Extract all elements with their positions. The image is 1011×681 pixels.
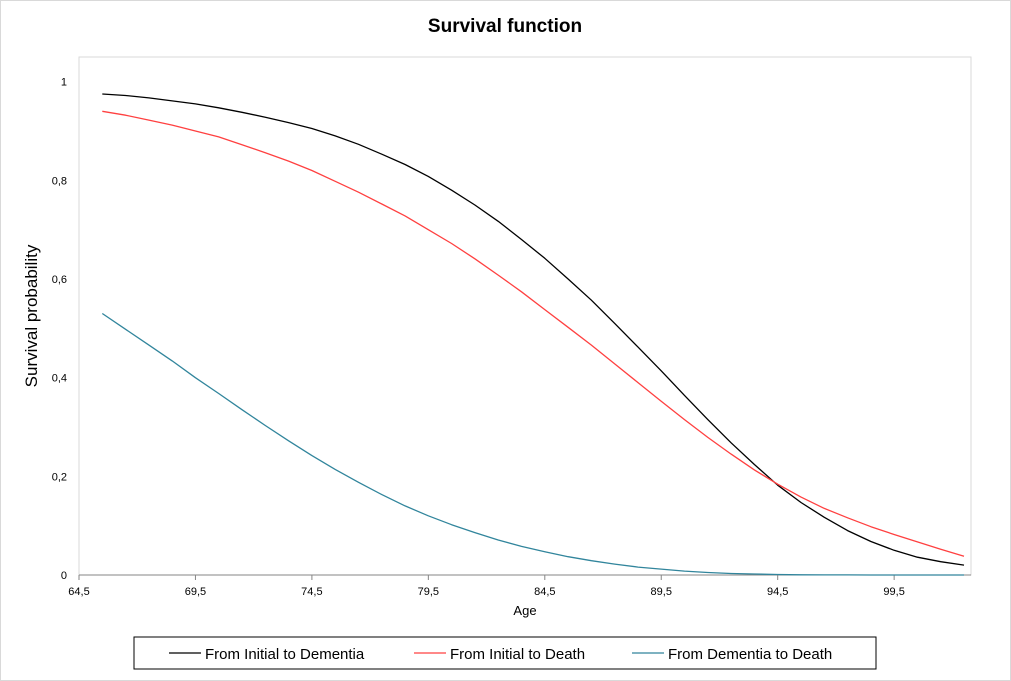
legend: From Initial to Dementia From Initial to … — [169, 646, 832, 663]
x-tick-label: 99,5 — [883, 586, 904, 598]
y-tick-label: 0,2 — [52, 471, 67, 483]
legend-box — [133, 636, 877, 670]
y-tick-label: 1 — [61, 77, 67, 89]
x-tick-label: 94,5 — [767, 586, 788, 598]
y-tick-label: 0,6 — [52, 274, 67, 286]
chart-title: Survival function — [428, 16, 582, 37]
x-tick-label: 89,5 — [651, 586, 672, 598]
plot-area — [78, 56, 972, 576]
x-axis-label: Age — [513, 603, 536, 618]
y-axis-ticks: 0 0,2 0,4 0,6 0,8 1 — [52, 77, 67, 582]
y-axis-label: Survival probability — [22, 244, 41, 387]
legend-label: From Initial to Dementia — [205, 646, 365, 663]
x-axis-ticks: 64,5 69,5 74,5 79,5 84,5 89,5 94,5 99,5 — [68, 575, 905, 598]
x-tick-label: 74,5 — [301, 586, 322, 598]
y-tick-label: 0,8 — [52, 175, 67, 187]
x-tick-label: 69,5 — [185, 586, 206, 598]
x-tick-label: 79,5 — [418, 586, 439, 598]
y-tick-label: 0,4 — [52, 373, 67, 385]
y-tick-label: 0 — [61, 570, 67, 582]
x-tick-label: 64,5 — [68, 586, 89, 598]
x-tick-label: 84,5 — [534, 586, 555, 598]
legend-label: From Initial to Death — [450, 646, 585, 663]
series-line-3 — [101, 312, 964, 576]
legend-label: From Dementia to Death — [668, 646, 832, 663]
series-layer — [101, 93, 965, 576]
series-line-2 — [102, 110, 965, 557]
series-line-1 — [102, 93, 965, 566]
